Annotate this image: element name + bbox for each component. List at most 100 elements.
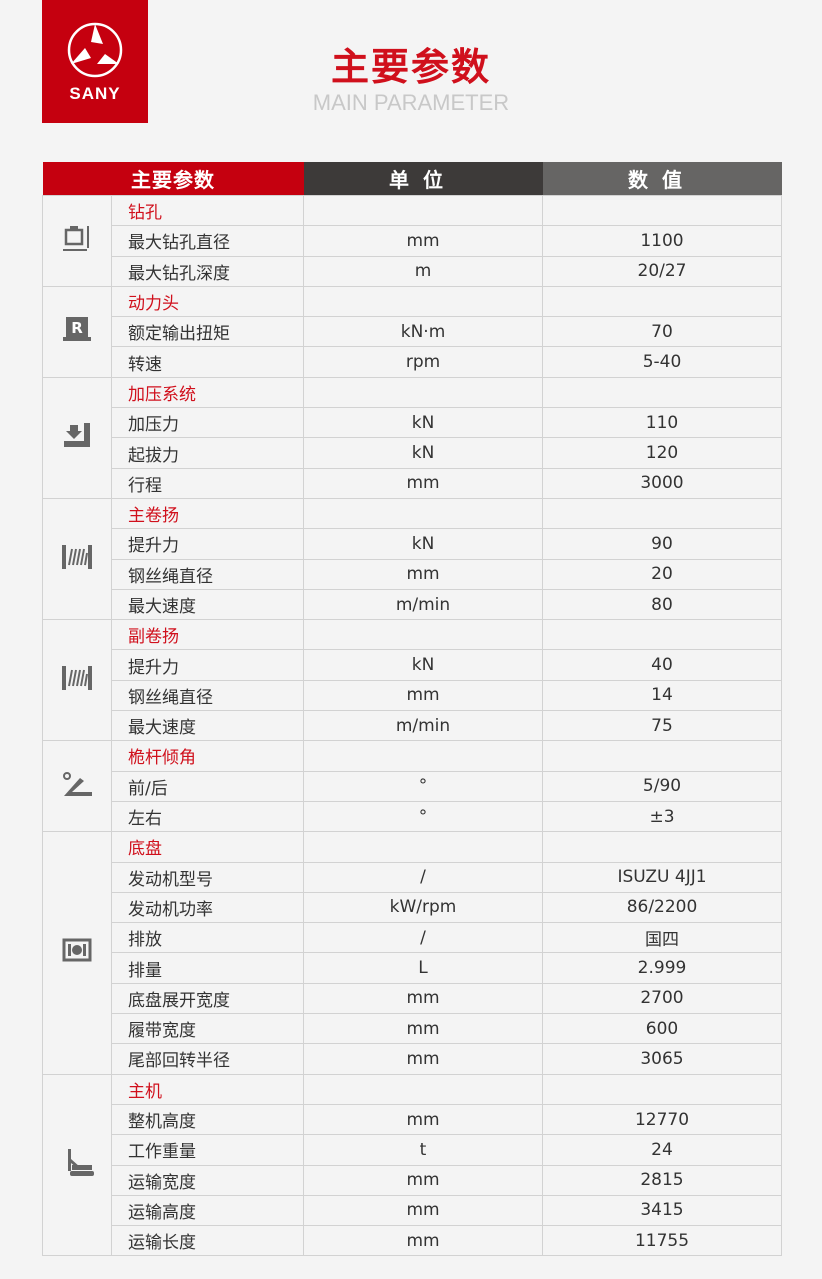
table-row: 起拔力 kN 120: [43, 437, 782, 469]
table-row: 额定输出扭矩 kN·m 70: [43, 316, 782, 348]
group-title: 钻孔: [111, 194, 304, 227]
page-subtitle: MAIN PARAMETER: [312, 90, 510, 115]
table-row: 钢丝绳直径 mm 20: [43, 558, 782, 590]
param-name: 发动机型号: [111, 861, 304, 893]
param-value: 2.999: [542, 952, 782, 984]
param-name: 提升力: [111, 528, 304, 560]
param-unit: mm: [303, 1164, 543, 1196]
group-icon-cell: R: [42, 285, 112, 378]
group-title-row: 副卷扬: [42, 619, 782, 742]
group-title: 主机: [111, 1073, 304, 1105]
param-name: 左右: [111, 800, 304, 833]
table-row: 运输宽度 mm 2815: [43, 1164, 782, 1196]
group-icon-cell: [42, 497, 112, 621]
param-name: 排量: [111, 952, 304, 984]
power-head-icon: R: [63, 317, 91, 342]
group-title-row: R 动力头: [42, 285, 782, 378]
group-icon-cell: [42, 619, 112, 742]
param-value: 3000: [542, 467, 782, 499]
param-value: 3415: [542, 1194, 782, 1227]
param-unit: mm: [303, 982, 543, 1015]
table-row: 提升力 kN 90: [43, 528, 782, 560]
param-name: 额定输出扭矩: [111, 316, 304, 348]
winch-icon: [62, 544, 92, 569]
brand-name: SANY: [69, 84, 121, 103]
param-unit: m/min: [303, 588, 543, 621]
param-unit: kW/rpm: [303, 891, 543, 924]
param-name: 工作重量: [111, 1134, 304, 1166]
param-value: 86/2200: [542, 891, 782, 924]
table-row: 最大钻孔直径 mm 1100: [43, 225, 782, 257]
param-name: 提升力: [111, 649, 304, 681]
param-unit: mm: [303, 558, 543, 590]
param-name: 运输高度: [111, 1194, 304, 1227]
table-row: 行程 mm 3000: [43, 467, 782, 499]
param-unit: kN·m: [303, 316, 543, 348]
group-icon-cell: [42, 740, 112, 833]
param-unit: rpm: [303, 346, 543, 378]
engine-icon: [62, 938, 92, 962]
param-name: 行程: [111, 467, 304, 499]
param-name: 转速: [111, 346, 304, 378]
param-name: 运输长度: [111, 1225, 304, 1257]
table-row: 左右 ° ±3: [43, 800, 782, 833]
param-unit: t: [303, 1134, 543, 1166]
group-title-row: 主机: [42, 1073, 782, 1257]
param-value: 75: [542, 710, 782, 742]
param-value: 600: [542, 1013, 782, 1045]
param-value: 20: [542, 558, 782, 590]
param-value: 20/27: [542, 255, 782, 287]
param-value: ±3: [542, 800, 782, 833]
param-value: 2700: [542, 982, 782, 1015]
group-title: 动力头: [111, 285, 304, 318]
param-unit: mm: [303, 1225, 543, 1257]
table-row: 最大钻孔深度 m 20/27: [43, 255, 782, 287]
table-row: 排放 / 国四: [43, 922, 782, 954]
param-value: 90: [542, 528, 782, 560]
group-title-row: 桅杆倾角: [42, 740, 782, 833]
param-name: 钢丝绳直径: [111, 558, 304, 590]
param-value: 3065: [542, 1043, 782, 1075]
param-name: 加压力: [111, 407, 304, 439]
group-title-row: 钻孔: [42, 194, 782, 287]
table-row: 工作重量 t 24: [43, 1134, 782, 1166]
param-value: 24: [542, 1134, 782, 1166]
group-title: 主卷扬: [111, 497, 304, 530]
param-value: 70: [542, 316, 782, 348]
param-unit: mm: [303, 467, 543, 499]
sany-logo: SANY: [42, 0, 148, 123]
column-header-value: 数值: [542, 162, 782, 196]
param-unit: m/min: [303, 710, 543, 742]
winch-icon: [62, 665, 92, 690]
param-value: ISUZU 4JJ1: [542, 861, 782, 893]
param-unit: mm: [303, 1043, 543, 1075]
param-unit: mm: [303, 1013, 543, 1045]
param-name: 最大钻孔深度: [111, 255, 304, 287]
pressure-system-icon: [64, 423, 90, 448]
param-value: 14: [542, 679, 782, 712]
group-title-row: 加压系统: [42, 376, 782, 499]
group-title-row: 底盘: [42, 831, 782, 1075]
column-header-unit: 单位: [303, 162, 543, 196]
group-title: 加压系统: [111, 376, 304, 409]
param-unit: mm: [303, 225, 543, 257]
param-name: 发动机功率: [111, 891, 304, 924]
param-value: 12770: [542, 1103, 782, 1136]
param-unit: kN: [303, 437, 543, 469]
param-unit: /: [303, 861, 543, 893]
group-icon-cell: [42, 1073, 112, 1257]
table-row: 最大速度 m/min 80: [43, 588, 782, 621]
param-value: 5/90: [542, 770, 782, 802]
drilling-rig-icon: [68, 1148, 94, 1176]
group-title-row: 主卷扬: [42, 497, 782, 621]
table-row: 履带宽度 mm 600: [43, 1013, 782, 1045]
param-name: 最大速度: [111, 588, 304, 621]
param-unit: °: [303, 800, 543, 833]
param-unit: mm: [303, 1194, 543, 1227]
parameter-table: 主要参数 单位 数值 钻孔 最大钻孔直径 mm 1100 最大钻孔深度 m 20/2…: [42, 162, 782, 1257]
param-name: 前/后: [111, 770, 304, 802]
drill-hole-icon: [63, 226, 89, 252]
param-unit: kN: [303, 528, 543, 560]
column-header-parameter: 主要参数: [42, 162, 304, 196]
param-unit: mm: [303, 1103, 543, 1136]
